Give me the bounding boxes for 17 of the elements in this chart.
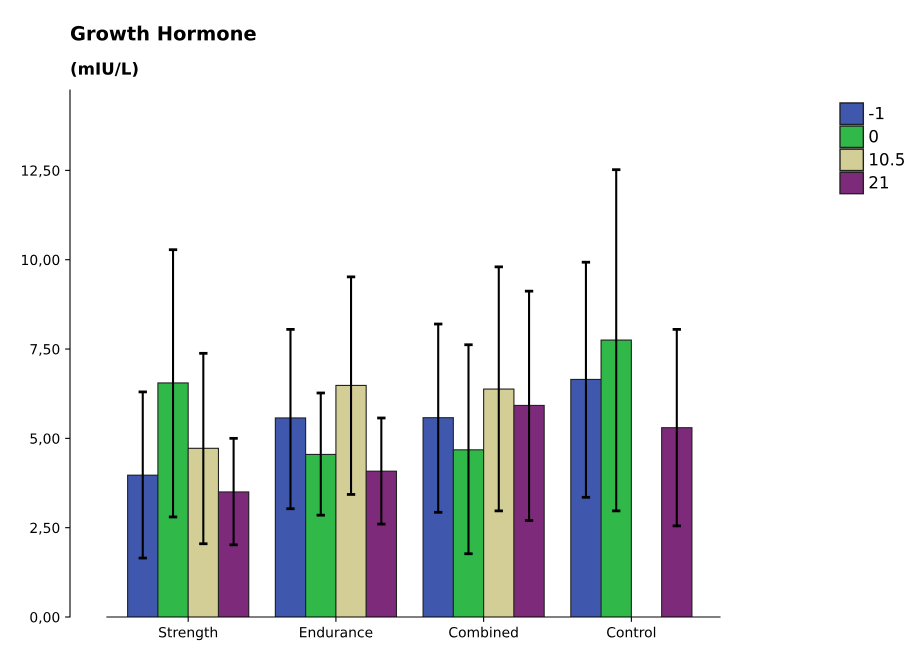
x-tick-label: Control	[607, 626, 656, 638]
x-tick-label: Combined	[449, 626, 518, 638]
legend-label: 21	[870, 176, 888, 188]
legend-label: 0	[869, 130, 878, 142]
y-axis-title: (mIU/L)	[71, 62, 138, 77]
y-tick-label: 12,50	[22, 165, 60, 178]
chart-title: Growth Hormone	[70, 26, 256, 41]
y-tick-label: 7,50	[30, 344, 60, 356]
bar	[661, 427, 692, 617]
legend-label: -1	[869, 107, 884, 120]
y-tick-label: 10,00	[22, 254, 60, 267]
y-tick-label: 5,00	[30, 433, 60, 446]
y-tick-label: 0,00	[30, 612, 60, 624]
y-tick-label: 2,50	[30, 522, 60, 535]
x-tick-label: Endurance	[300, 626, 372, 638]
legend-label: 10.5	[870, 152, 904, 166]
x-tick-label: Strength	[159, 626, 218, 640]
